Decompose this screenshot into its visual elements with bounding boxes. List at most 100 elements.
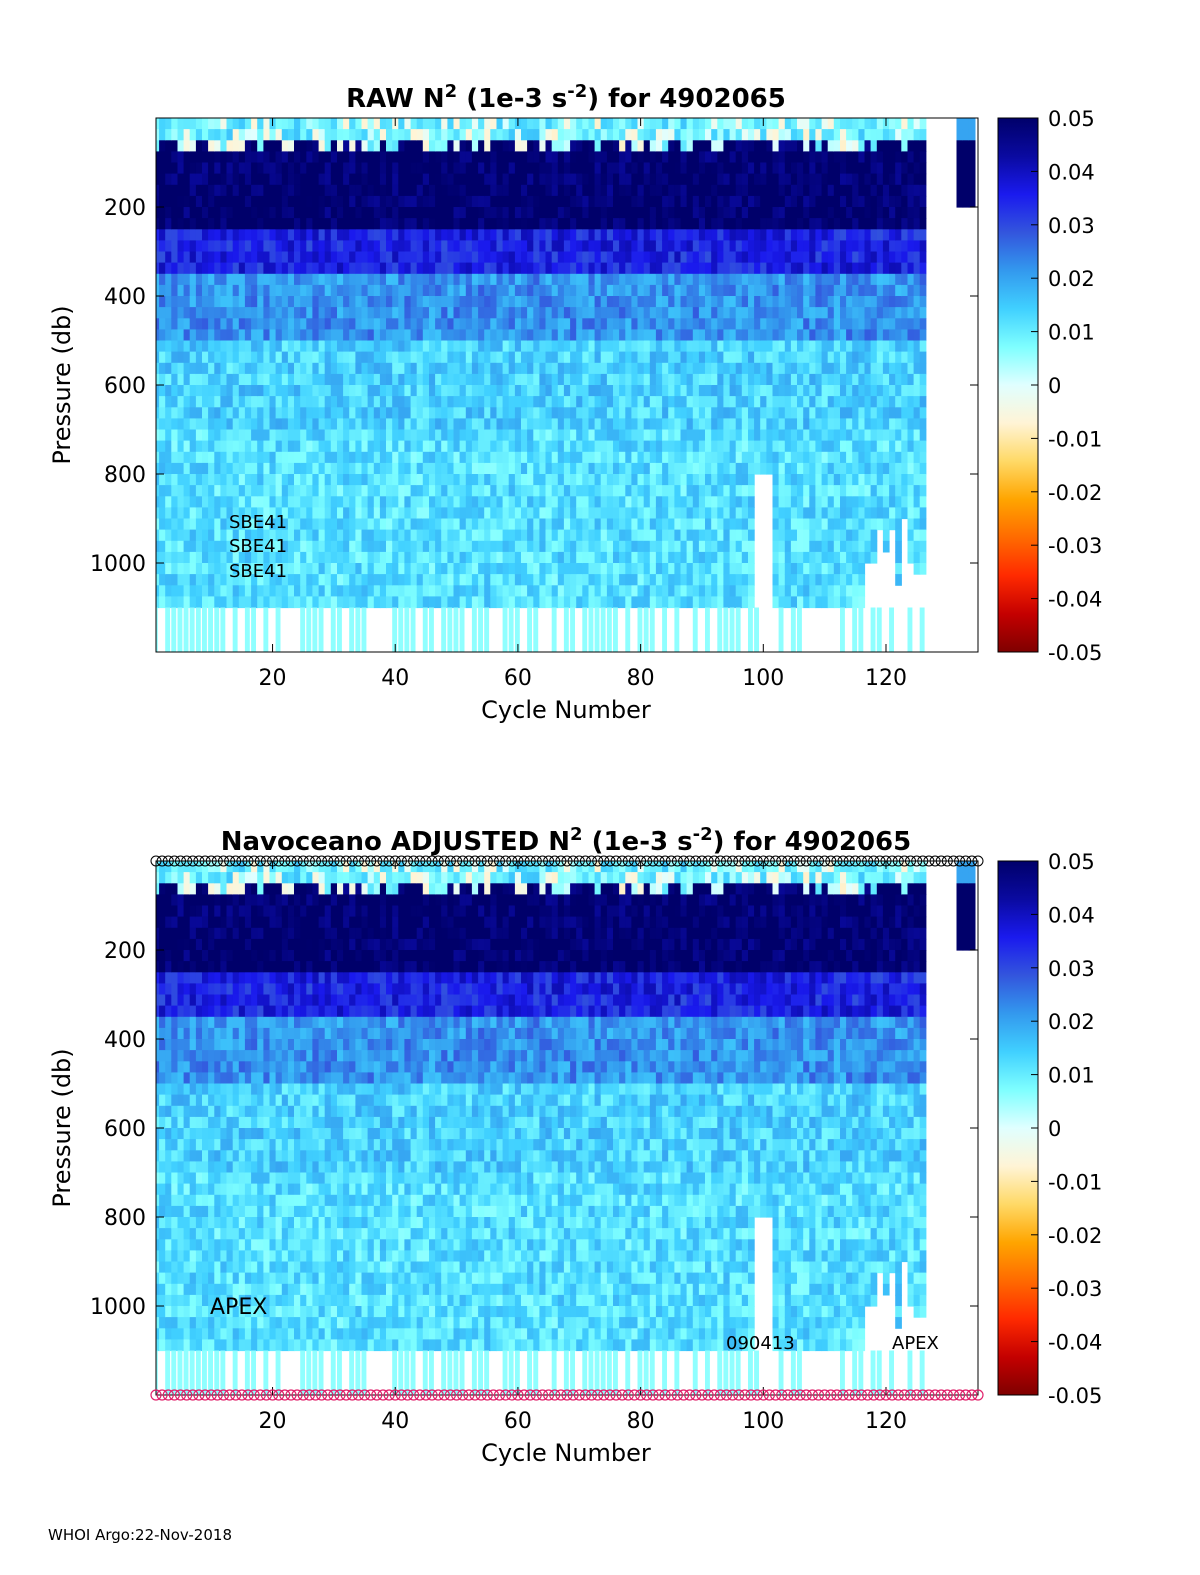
heatmap-cell [300, 474, 307, 486]
heatmap-cell [294, 518, 301, 531]
heatmap-cell [533, 251, 540, 264]
heatmap-cell [379, 418, 387, 431]
heatmap-cell [502, 318, 510, 330]
heatmap-cell [803, 218, 810, 230]
heatmap-cell [521, 474, 528, 486]
heatmap-cell [392, 385, 399, 397]
heatmap-cell [588, 407, 596, 419]
heatmap-cell [840, 340, 847, 353]
heatmap-cell [576, 218, 583, 230]
heatmap-cell [833, 173, 841, 186]
heatmap-cell [465, 385, 473, 397]
heatmap-cell [269, 485, 277, 497]
heatmap-cell [778, 218, 786, 230]
heatmap-cell [386, 396, 393, 408]
heatmap-cell [318, 485, 326, 497]
heatmap-cell [398, 118, 405, 130]
heatmap-cell [582, 529, 589, 542]
heatmap-cell [588, 162, 596, 175]
heatmap-cell [502, 262, 510, 275]
heatmap-cell [226, 207, 234, 219]
heatmap-cell [772, 229, 780, 241]
heatmap-cell [398, 251, 405, 264]
heatmap-cell [214, 351, 221, 364]
heatmap-cell [435, 518, 442, 531]
heatmap-cell [545, 318, 553, 330]
heatmap-cell [257, 462, 264, 475]
heatmap-cell [238, 273, 246, 286]
heatmap-cell [539, 218, 547, 230]
heatmap-cell [833, 407, 841, 419]
heatmap-cell [183, 173, 191, 186]
heatmap-cell [840, 329, 847, 342]
heatmap-cell [398, 151, 405, 164]
heatmap-cell [478, 351, 485, 364]
heatmap-cell [379, 429, 387, 442]
heatmap-cell [404, 596, 412, 609]
heatmap-cell [778, 496, 786, 508]
heatmap-cell [625, 396, 632, 408]
heatmap-cell [827, 173, 835, 186]
heatmap-cell [429, 418, 436, 431]
heatmap-cell [441, 418, 448, 431]
heatmap-cell [625, 218, 632, 230]
heatmap-cell [821, 396, 829, 408]
heatmap-cell [330, 195, 338, 208]
heatmap-cell [257, 284, 264, 297]
heatmap-cell [557, 173, 565, 186]
heatmap-cell [637, 596, 645, 609]
heatmap-cell [674, 284, 682, 297]
heatmap-cell [637, 229, 645, 241]
heatmap-cell [588, 429, 596, 442]
heatmap-cell [827, 184, 835, 197]
heatmap-cell [815, 251, 823, 264]
heatmap-cell [545, 251, 553, 264]
heatmap-cell [337, 251, 344, 264]
heatmap-cell [367, 240, 375, 253]
heatmap-cell [514, 540, 522, 553]
heatmap-cell [392, 329, 399, 342]
heatmap-cell [662, 307, 669, 319]
heatmap-cell [490, 229, 497, 241]
heatmap-cell [373, 496, 381, 508]
heatmap-cell [521, 385, 528, 397]
heatmap-cell [655, 296, 663, 308]
heatmap-cell [232, 540, 240, 553]
heatmap-cell [803, 407, 810, 419]
heatmap-cell [735, 351, 743, 364]
heatmap-cell [459, 396, 467, 408]
heatmap-cell [324, 162, 332, 175]
heatmap-cell [478, 529, 485, 542]
heatmap-cell [379, 551, 387, 564]
heatmap-cell [784, 518, 792, 531]
heatmap-cell [637, 607, 643, 652]
heatmap-cell [705, 251, 712, 264]
heatmap-cell [484, 229, 491, 241]
heatmap-cell [631, 551, 639, 564]
heatmap-cell [496, 173, 504, 186]
heatmap-cell [674, 307, 682, 319]
heatmap-cell [619, 340, 626, 353]
heatmap-cell [570, 296, 577, 308]
heatmap-cell [429, 229, 436, 241]
heatmap-cell [465, 307, 473, 319]
heatmap-cell [717, 184, 724, 197]
heatmap-cell [465, 273, 473, 286]
heatmap-cell [275, 474, 283, 486]
heatmap-cell [815, 140, 823, 152]
heatmap-cell [478, 240, 485, 253]
heatmap-cell [717, 429, 724, 442]
heatmap-cell [631, 340, 639, 353]
heatmap-cell [281, 273, 289, 286]
heatmap-cell [263, 195, 271, 208]
heatmap-cell [238, 396, 246, 408]
heatmap-cell [594, 551, 602, 564]
heatmap-cell [827, 396, 835, 408]
heatmap-cell [539, 462, 547, 475]
heatmap-cell [655, 362, 663, 375]
heatmap-cell [563, 162, 571, 175]
heatmap-cell [386, 462, 393, 475]
heatmap-cell [748, 474, 755, 486]
heatmap-cell [790, 407, 798, 419]
heatmap-cell [429, 195, 436, 208]
